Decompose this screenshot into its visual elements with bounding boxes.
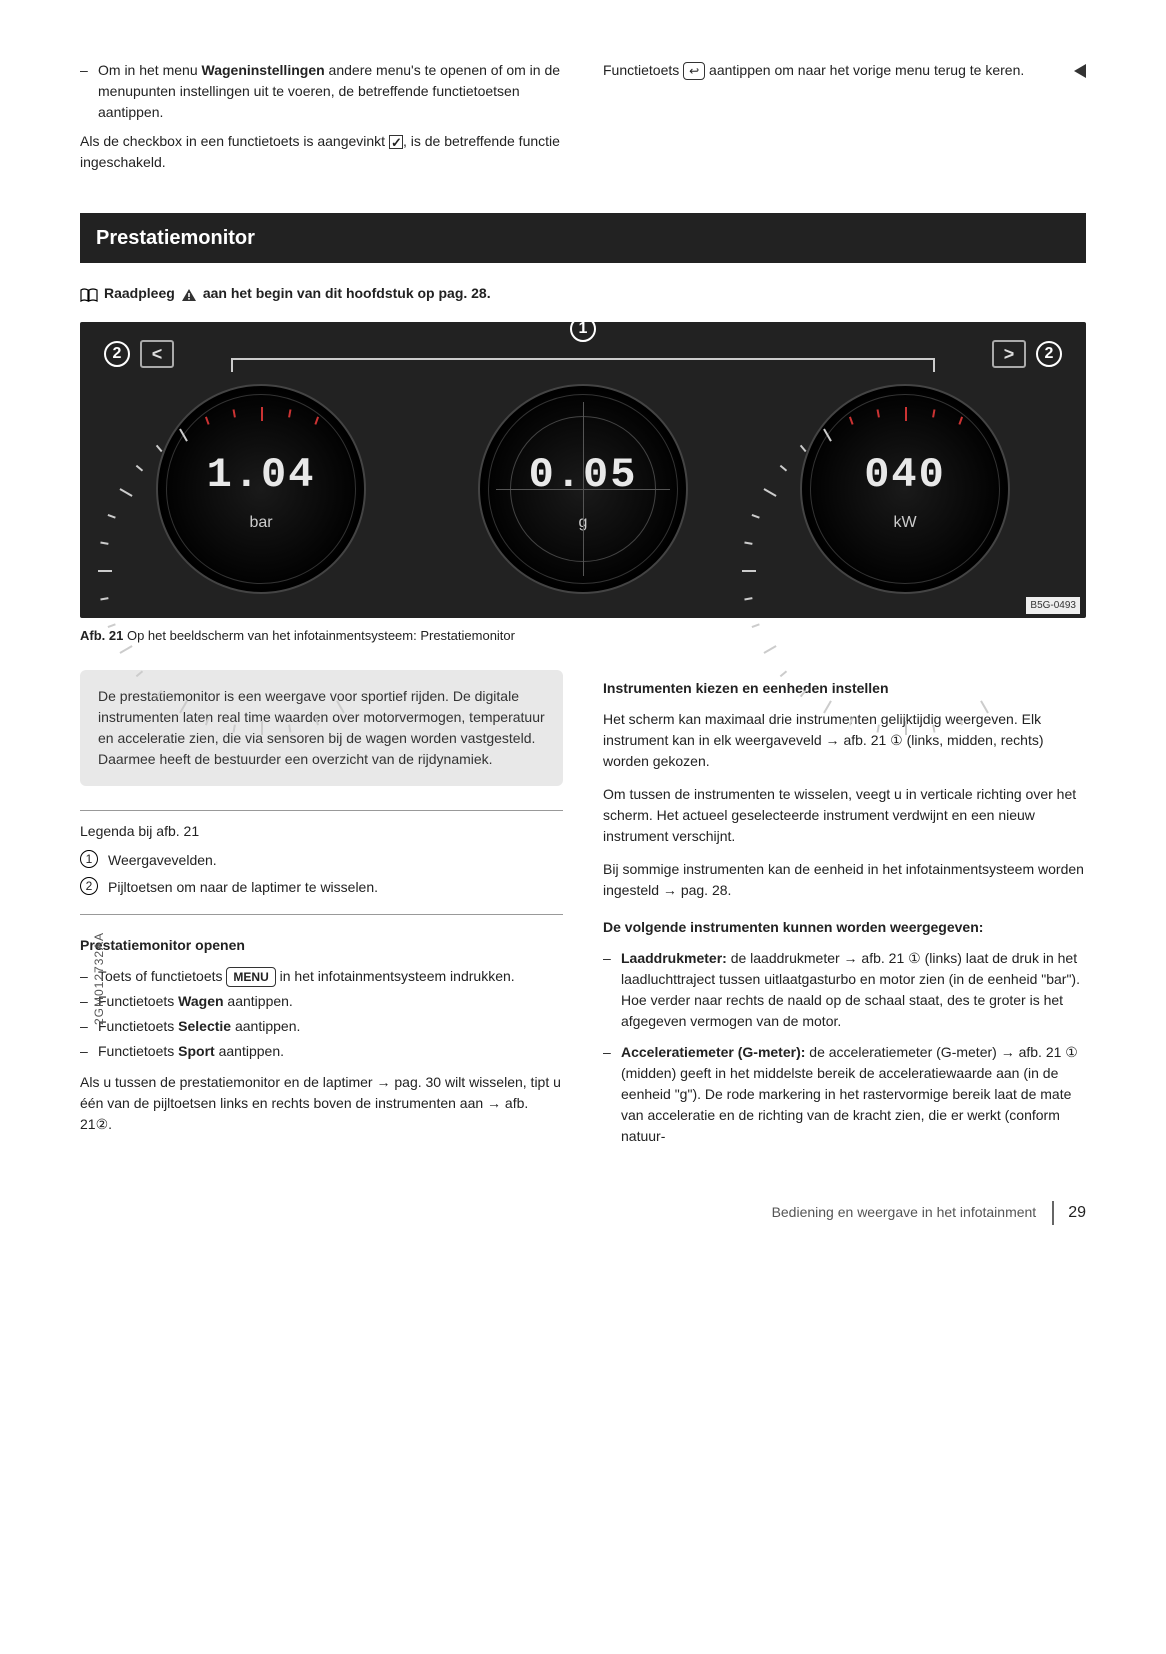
instr-p1: Het scherm kan maximaal drie instrumente… bbox=[603, 709, 1086, 772]
gauge-g: 0.05 g bbox=[478, 384, 688, 594]
open-header: Prestatiemonitor openen bbox=[80, 935, 563, 956]
warning-icon bbox=[181, 287, 197, 301]
legend-item-1: 1 Weergavevelden. bbox=[80, 850, 563, 871]
callout-1: 1 bbox=[570, 316, 596, 342]
arrow-right-button[interactable]: > bbox=[992, 340, 1026, 368]
arrow-left-button[interactable]: < bbox=[140, 340, 174, 368]
gauge-ticks bbox=[172, 400, 350, 578]
gauges-row: 1.04 bar 0.05 g 040 kW bbox=[100, 374, 1066, 604]
raadpleeg-line: Raadpleeg aan het begin van dit hoofdstu… bbox=[80, 283, 1086, 304]
top-left-col: – Om in het menu Wageninstellingen ander… bbox=[80, 60, 563, 173]
footer-text: Bediening en weergave in het infotainmen… bbox=[772, 1202, 1037, 1223]
instr-p2: Om tussen de instrumenten te wisselen, v… bbox=[603, 784, 1086, 847]
triangle-icon bbox=[1074, 60, 1086, 81]
circled-2-icon: 2 bbox=[80, 877, 98, 895]
return-line: Functietoets ↩ aantippen om naar het vor… bbox=[603, 60, 1086, 81]
instr-p3: Bij sommige instrumenten kan de eenheid … bbox=[603, 859, 1086, 901]
return-icon: ↩ bbox=[683, 62, 705, 80]
page-number: 29 bbox=[1052, 1201, 1086, 1225]
book-icon bbox=[80, 287, 98, 301]
instr-header: Instrumenten kiezen en eenheden instelle… bbox=[603, 678, 1086, 699]
lower-right-col: Instrumenten kiezen en eenheden instelle… bbox=[603, 670, 1086, 1151]
legend-header: Legenda bij afb. 21 bbox=[80, 810, 563, 842]
gauge-ticks bbox=[816, 400, 994, 578]
lower-left-col: De prestatiemonitor is een weergave voor… bbox=[80, 670, 563, 1151]
page-footer: Bediening en weergave in het infotainmen… bbox=[80, 1201, 1086, 1225]
instr-list-header: De volgende instrumenten kunnen worden w… bbox=[603, 917, 1086, 938]
figure-caption: Afb. 21 Op het beeldscherm van het infot… bbox=[80, 626, 1086, 646]
menu-key: MENU bbox=[226, 967, 275, 987]
legend-text: Pijltoetsen om naar de laptimer te wisse… bbox=[108, 877, 378, 898]
section-header: Prestatiemonitor bbox=[80, 213, 1086, 263]
callout-1-connector: 1 bbox=[570, 316, 596, 342]
legend-list: 1 Weergavevelden. 2 Pijltoetsen om naar … bbox=[80, 850, 563, 915]
checkbox-icon bbox=[389, 135, 403, 149]
text: Functietoets bbox=[603, 62, 683, 78]
open-step-3: – Functietoets Selectie aantippen. bbox=[80, 1016, 563, 1037]
text: Raadpleeg bbox=[104, 283, 175, 304]
gauge-bar: 1.04 bar bbox=[156, 384, 366, 594]
callout-2-left: 2 bbox=[104, 341, 130, 367]
top-right-col: Functietoets ↩ aantippen om naar het vor… bbox=[603, 60, 1086, 173]
caption-bold: Afb. 21 bbox=[80, 628, 123, 643]
open-step-1: – Toets of functietoets MENU in het info… bbox=[80, 966, 563, 987]
legend-item-2: 2 Pijltoetsen om naar de laptimer te wis… bbox=[80, 877, 563, 898]
text: aantippen om naar het vorige menu terug … bbox=[705, 62, 1024, 78]
open-step-2: – Functietoets Wagen aantippen. bbox=[80, 991, 563, 1012]
intro-box: De prestatiemonitor is een weergave voor… bbox=[80, 670, 563, 786]
circled-1-icon: 1 bbox=[80, 850, 98, 868]
bold-text: Wageninstellingen bbox=[202, 62, 325, 78]
text: Om in het menu bbox=[98, 62, 202, 78]
open-tail: Als u tussen de prestatiemonitor en de l… bbox=[80, 1072, 563, 1135]
text: Als de checkbox in een functietoets is a… bbox=[80, 133, 389, 149]
lower-section: De prestatiemonitor is een weergave voor… bbox=[80, 670, 1086, 1151]
top-section: – Om in het menu Wageninstellingen ander… bbox=[80, 60, 1086, 173]
callout-2-right: 2 bbox=[1036, 341, 1062, 367]
connector-line bbox=[231, 358, 935, 372]
prestatiemonitor-figure: 2 < 1 > 2 1.04 bar 0.05 g 040 kW B5G bbox=[80, 322, 1086, 618]
bullet-wageninstellingen: – Om in het menu Wageninstellingen ander… bbox=[80, 60, 563, 123]
document-code: 2GM012732AA bbox=[90, 931, 108, 1024]
legend-text: Weergavevelden. bbox=[108, 850, 217, 871]
caption-text: Op het beeldscherm van het infotainments… bbox=[123, 628, 515, 643]
instr-gmeter: – Acceleratiemeter (G-meter): de acceler… bbox=[603, 1042, 1086, 1147]
text: aan het begin van dit hoofdstuk op pag. … bbox=[203, 283, 491, 304]
image-code: B5G-0493 bbox=[1026, 597, 1080, 614]
instr-laaddruk: – Laaddrukmeter: de laaddrukmeter → afb.… bbox=[603, 948, 1086, 1032]
checkbox-line: Als de checkbox in een functietoets is a… bbox=[80, 131, 563, 173]
open-step-4: – Functietoets Sport aantippen. bbox=[80, 1041, 563, 1062]
gauge-kw: 040 kW bbox=[800, 384, 1010, 594]
